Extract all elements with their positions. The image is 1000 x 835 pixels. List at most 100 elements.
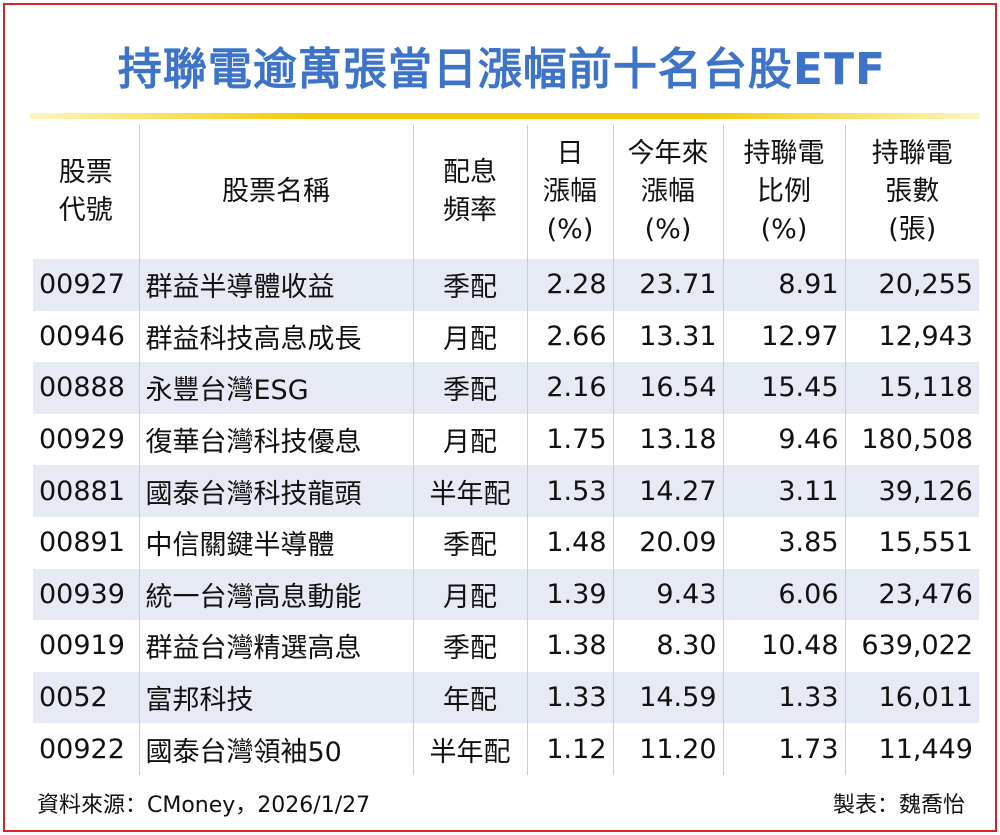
header-line: (%) — [760, 214, 808, 245]
header-line: 代號 — [58, 195, 113, 226]
table-cell: 00888 — [33, 362, 139, 414]
title-rule — [30, 113, 980, 119]
table-cell: 14.59 — [612, 671, 723, 724]
table-cell: 1.48 — [526, 516, 613, 569]
frame: 持聯電逾萬張當日漲幅前十名台股ETF 股票 代號 股票名稱 配息 頻率日漲幅 (%) 今年來… — [3, 3, 997, 832]
table-cell: 15,118 — [844, 362, 979, 414]
column-header: 持聯電張數 (張) — [844, 125, 979, 259]
table-cell: 月配 — [412, 310, 527, 363]
table-cell: 15.45 — [722, 362, 845, 414]
header-line: (張) — [888, 214, 937, 245]
table-row: 00927 群益半導體收益 季配 2.28 23.71 8.91 20,255 — [33, 259, 979, 311]
table-row: 00929 復華台灣科技優息 月配 1.75 13.18 9.46 180,508 — [33, 413, 979, 466]
table-cell: 12,943 — [844, 310, 979, 363]
table-row: 00946 群益科技高息成長 月配 2.66 13.31 12.97 12,943 — [33, 310, 979, 363]
table-cell: 9.46 — [722, 413, 845, 466]
table-cell: 16.54 — [612, 362, 723, 414]
table-cell: 2.66 — [526, 310, 613, 363]
table-cell: 00922 — [39, 733, 125, 765]
table-row: 0052 富邦科技 年配 1.33 14.59 1.33 16,011 — [33, 671, 979, 724]
table-cell: 1.38 — [526, 620, 613, 672]
table-cell: 3.85 — [722, 516, 845, 569]
title: 持聯電逾萬張當日漲幅前十名台股ETF — [117, 44, 887, 95]
table-cell: 月配 — [412, 568, 527, 621]
table-cell: 富邦科技 — [138, 671, 413, 724]
header-line: 頻率 — [443, 195, 497, 226]
header-line: 今年來 — [627, 138, 709, 169]
table-cell: 180,508 — [844, 413, 979, 466]
table-cell: 00929 — [39, 424, 125, 456]
table-cell: 2.16 — [526, 362, 613, 414]
column-header: 股票名稱 — [138, 125, 413, 259]
table-cell: 永豐台灣ESG — [138, 362, 413, 414]
table-cell: 1.75 — [526, 413, 613, 466]
table-cell: 15,551 — [844, 516, 979, 569]
table-cell: 季配 — [412, 259, 527, 311]
table-cell: 1.39 — [526, 568, 613, 621]
column-header: 日漲幅 (%) — [526, 125, 613, 259]
table-cell: 復華台灣科技優息 — [138, 413, 413, 466]
header-line: 股票 — [58, 157, 113, 188]
table-cell: 00891 — [39, 527, 125, 559]
table-cell: 1.73 — [722, 723, 845, 775]
table-cell: 23,476 — [844, 568, 979, 621]
table-cell: 12.97 — [722, 310, 845, 363]
table-cell: 季配 — [412, 620, 527, 672]
header-line: (%) — [644, 214, 692, 245]
header-line: (%) — [546, 214, 594, 245]
table-cell: 1.12 — [526, 723, 613, 775]
table-cell: 群益半導體收益 — [138, 259, 413, 311]
header-line: 比例 — [757, 176, 811, 207]
table-cell: 16,011 — [844, 671, 979, 724]
table-cell: 1.53 — [526, 465, 613, 517]
table-cell: 9.43 — [612, 568, 723, 621]
table-cell: 8.91 — [722, 259, 845, 311]
header-line: 漲幅 — [543, 176, 597, 207]
table-row: 00922 國泰台灣領袖50 半年配 1.12 11.20 1.73 11,449 — [33, 723, 979, 775]
header-line: 持聯電 — [871, 138, 953, 169]
table-cell: 3.11 — [722, 465, 845, 517]
table-cell: 中信關鍵半導體 — [138, 516, 413, 569]
header-line: 配息 — [443, 157, 497, 188]
table-cell: 1.33 — [722, 671, 845, 724]
table-row: 00888 永豐台灣ESG 季配 2.16 16.54 15.45 15,118 — [33, 362, 979, 414]
table-cell: 半年配 — [412, 723, 527, 775]
column-header: 今年來 漲幅 (%) — [612, 125, 723, 259]
table-cell: 13.31 — [612, 310, 723, 363]
table-cell: 13.18 — [612, 413, 723, 466]
header-line: 股票名稱 — [222, 176, 330, 207]
table-cell: 年配 — [412, 671, 527, 724]
table-cell: 639,022 — [844, 620, 979, 672]
table-cell: 11,449 — [844, 723, 979, 775]
column-header: 配息 頻率 — [412, 125, 527, 259]
table-row: 00919 群益台灣精選高息 季配 1.38 8.30 10.48 639,022 — [33, 620, 979, 672]
header-line: 張數 — [885, 176, 940, 207]
header-row: 股票 代號 股票名稱 配息 頻率日漲幅 (%) 今年來 漲幅 (%) 持聯電 比例 (%) 持聯電 張數(… — [33, 125, 979, 259]
table-cell: 季配 — [412, 362, 527, 414]
table-cell: 23.71 — [612, 259, 723, 311]
table-cell: 統一台灣高息動能 — [138, 568, 413, 621]
table-cell: 半年配 — [412, 465, 527, 517]
header-line: 持聯電 — [743, 138, 825, 169]
column-header: 持聯電比例 (%) — [722, 125, 845, 259]
table-cell: 1.33 — [526, 671, 613, 724]
table-cell: 00919 — [39, 630, 125, 662]
table-row: 00881 國泰台灣科技龍頭 半年配 1.53 14.27 3.11 39,126 — [33, 465, 979, 517]
table-cell: 11.20 — [612, 723, 723, 775]
table-cell: 2.28 — [526, 259, 613, 311]
table-cell: 群益台灣精選高息 — [138, 620, 413, 672]
source: 資料來源：CMoney，2026/1/27 — [37, 793, 371, 818]
table-cell: 國泰台灣科技龍頭 — [138, 465, 413, 517]
table-cell: 00939 — [33, 568, 139, 621]
table-cell: 國泰台灣領袖50 — [138, 723, 413, 775]
header-line: 日 — [556, 138, 584, 169]
table-cell: 10.48 — [722, 620, 845, 672]
table-cell: 6.06 — [722, 568, 845, 621]
table-cell: 39,126 — [844, 465, 979, 517]
column-header: 股票 代號 — [33, 125, 139, 259]
table-cell: 0052 — [33, 671, 139, 724]
table-body: 00927 群益半導體收益 季配 2.28 23.71 8.91 20,255 00946 群益… — [33, 259, 979, 775]
table-cell: 群益科技高息成長 — [138, 310, 413, 363]
table-cell: 00881 — [33, 465, 139, 517]
table-cell: 14.27 — [612, 465, 723, 517]
